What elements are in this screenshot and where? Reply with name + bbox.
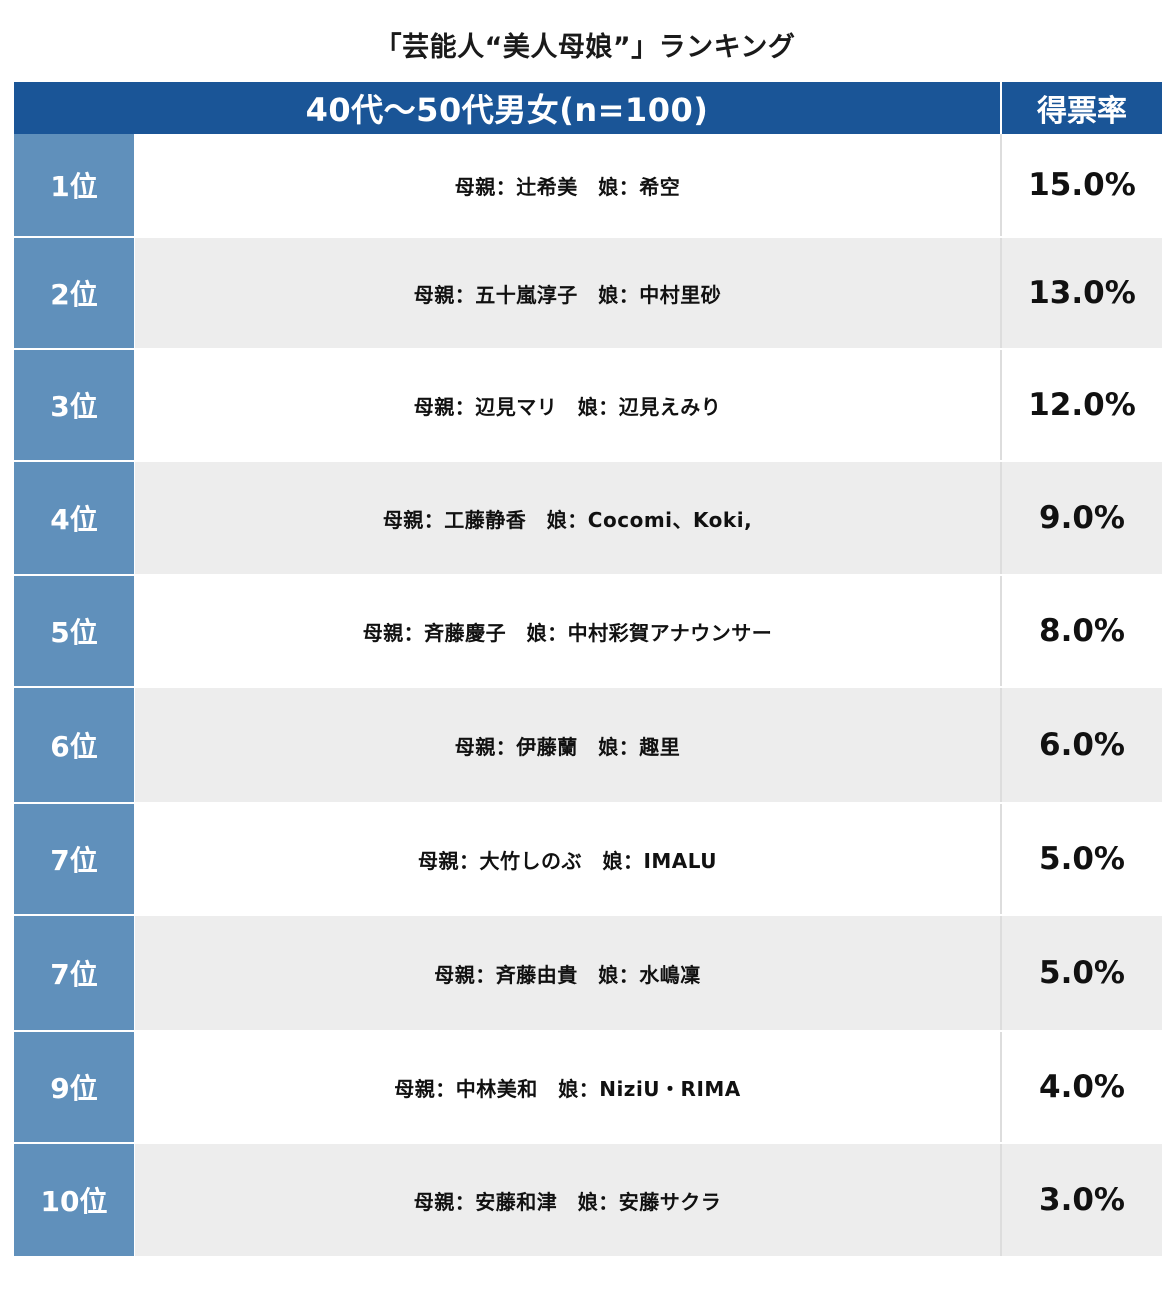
table-row: 6位 母親：伊藤蘭 娘：趣里 6.0% xyxy=(14,686,1162,802)
rank-cell: 7位 xyxy=(14,916,134,1030)
pair-cell: 母親：伊藤蘭 娘：趣里 xyxy=(135,688,1002,802)
rank-cell: 3位 xyxy=(14,350,134,460)
pair-cell: 母親：大竹しのぶ 娘：IMALU xyxy=(135,804,1002,914)
rate-cell: 3.0% xyxy=(1002,1144,1162,1256)
pair-cell: 母親：辺見マリ 娘：辺見えみり xyxy=(135,350,1002,460)
rate-cell: 5.0% xyxy=(1002,804,1162,914)
table-row: 7位 母親：大竹しのぶ 娘：IMALU 5.0% xyxy=(14,802,1162,914)
rate-cell: 5.0% xyxy=(1002,916,1162,1030)
table-row: 3位 母親：辺見マリ 娘：辺見えみり 12.0% xyxy=(14,348,1162,460)
pair-cell: 母親：工藤静香 娘：Cocomi、Koki, xyxy=(135,462,1002,574)
rate-cell: 8.0% xyxy=(1002,576,1162,686)
rate-cell: 15.0% xyxy=(1002,134,1162,236)
rank-cell: 1位 xyxy=(14,134,134,236)
rank-cell: 6位 xyxy=(14,688,134,802)
table-header: 40代〜50代男女(n=100) 得票率 xyxy=(14,82,1162,134)
rank-cell: 4位 xyxy=(14,462,134,574)
pair-cell: 母親：安藤和津 娘：安藤サクラ xyxy=(135,1144,1002,1256)
rank-cell: 7位 xyxy=(14,804,134,914)
pair-cell: 母親：中林美和 娘：NiziU・RIMA xyxy=(135,1032,1002,1142)
pair-cell: 母親：辻希美 娘：希空 xyxy=(135,134,1002,236)
table-row: 5位 母親：斉藤慶子 娘：中村彩賀アナウンサー 8.0% xyxy=(14,574,1162,686)
table-row: 2位 母親：五十嵐淳子 娘：中村里砂 13.0% xyxy=(14,236,1162,348)
pair-cell: 母親：斉藤由貴 娘：水嶋凜 xyxy=(135,916,1002,1030)
rank-cell: 5位 xyxy=(14,576,134,686)
header-rate-label: 得票率 xyxy=(1002,82,1162,134)
ranking-table: 40代〜50代男女(n=100) 得票率 1位 母親：辻希美 娘：希空 15.0% 2… xyxy=(14,82,1162,1258)
page-title: 「芸能人“美人母娘”」ランキング xyxy=(374,32,796,63)
rate-cell: 13.0% xyxy=(1002,238,1162,348)
rate-cell: 9.0% xyxy=(1002,462,1162,574)
table-row: 9位 母親：中林美和 娘：NiziU・RIMA 4.0% xyxy=(14,1030,1162,1142)
rate-cell: 4.0% xyxy=(1002,1032,1162,1142)
pair-cell: 母親：五十嵐淳子 娘：中村里砂 xyxy=(135,238,1002,348)
rate-cell: 12.0% xyxy=(1002,350,1162,460)
table-body: 1位 母親：辻希美 娘：希空 15.0% 2位 母親：五十嵐淳子 娘：中村里砂 13.0%… xyxy=(14,134,1162,1256)
rank-cell: 9位 xyxy=(14,1032,134,1142)
table-row: 10位 母親：安藤和津 娘：安藤サクラ 3.0% xyxy=(14,1142,1162,1256)
header-group-label: 40代〜50代男女(n=100) xyxy=(14,82,1000,134)
table-row: 7位 母親：斉藤由貴 娘：水嶋凜 5.0% xyxy=(14,914,1162,1030)
rank-cell: 10位 xyxy=(14,1144,134,1256)
table-row: 4位 母親：工藤静香 娘：Cocomi、Koki, 9.0% xyxy=(14,460,1162,574)
pair-cell: 母親：斉藤慶子 娘：中村彩賀アナウンサー xyxy=(135,576,1002,686)
rate-cell: 6.0% xyxy=(1002,688,1162,802)
rank-cell: 2位 xyxy=(14,238,134,348)
table-row: 1位 母親：辻希美 娘：希空 15.0% xyxy=(14,134,1162,236)
